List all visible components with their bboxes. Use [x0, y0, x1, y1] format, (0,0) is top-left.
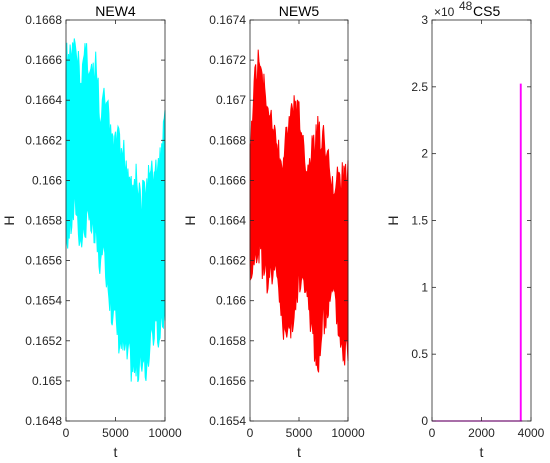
y-tick-label: 0.166 [32, 173, 62, 187]
x-axis-label: t [480, 444, 484, 460]
y-tick-label: 0.1652 [25, 334, 62, 348]
y-tick-label: 0.1658 [25, 214, 62, 228]
y-tick-label: 1 [421, 280, 428, 294]
y-tick-label: 2 [421, 147, 428, 161]
series-band-new5 [249, 49, 349, 373]
y-tick-label: 0.1654 [209, 414, 246, 428]
y-axis-label: H [385, 215, 401, 225]
y-tick-label: 0.1648 [25, 414, 62, 428]
axes-box-2 [431, 19, 532, 422]
x-tick-label: 0 [247, 426, 254, 440]
y-tick-label: 0.1656 [209, 374, 246, 388]
y-tick-label: 0.5 [411, 347, 428, 361]
chart-title: NEW4 [95, 3, 136, 19]
x-tick-label: 5000 [102, 426, 129, 440]
y-axis-label: H [182, 215, 198, 225]
y-axis-label: H [1, 215, 17, 225]
x-tick-label: 0 [63, 426, 70, 440]
y-tick-label: 0.1666 [25, 53, 62, 67]
y-tick-label: 0.166 [216, 294, 246, 308]
y-tick-label: 3 [421, 13, 428, 27]
x-tick-label: 10000 [331, 426, 365, 440]
x-tick-label: 10000 [148, 426, 182, 440]
x-axis-label: t [297, 444, 301, 460]
y-tick-label: 1.5 [411, 214, 428, 228]
axis-exponent-base: ×10 [434, 5, 455, 19]
y-tick-label: 0.165 [32, 374, 62, 388]
series-line-cs5 [432, 83, 523, 422]
y-tick-label: 0.1654 [25, 294, 62, 308]
x-axis-label: t [114, 444, 118, 460]
x-tick-label: 5000 [286, 426, 313, 440]
y-tick-label: 0.167 [216, 93, 246, 107]
chart-title: NEW5 [279, 3, 320, 19]
y-tick-label: 0.1656 [25, 254, 62, 268]
y-tick-label: 0.1672 [209, 53, 246, 67]
y-tick-label: 0.1664 [209, 214, 246, 228]
y-tick-label: 0.1662 [25, 133, 62, 147]
series-band-new4 [65, 38, 166, 383]
y-tick-label: 0.1662 [209, 254, 246, 268]
y-tick-label: 0.1658 [209, 334, 246, 348]
y-tick-label: 0 [421, 414, 428, 428]
y-tick-label: 0.1664 [25, 93, 62, 107]
x-tick-label: 4000 [518, 426, 545, 440]
y-tick-label: 0.1668 [209, 133, 246, 147]
axis-exponent-power: 48 [459, 0, 473, 13]
chart-title: CS5 [473, 3, 500, 19]
y-tick-label: 0.1668 [25, 13, 62, 27]
y-tick-label: 0.1674 [209, 13, 246, 27]
x-tick-label: 2000 [468, 426, 495, 440]
x-tick-label: 0 [429, 426, 436, 440]
y-tick-label: 0.1666 [209, 173, 246, 187]
y-tick-label: 2.5 [411, 80, 428, 94]
